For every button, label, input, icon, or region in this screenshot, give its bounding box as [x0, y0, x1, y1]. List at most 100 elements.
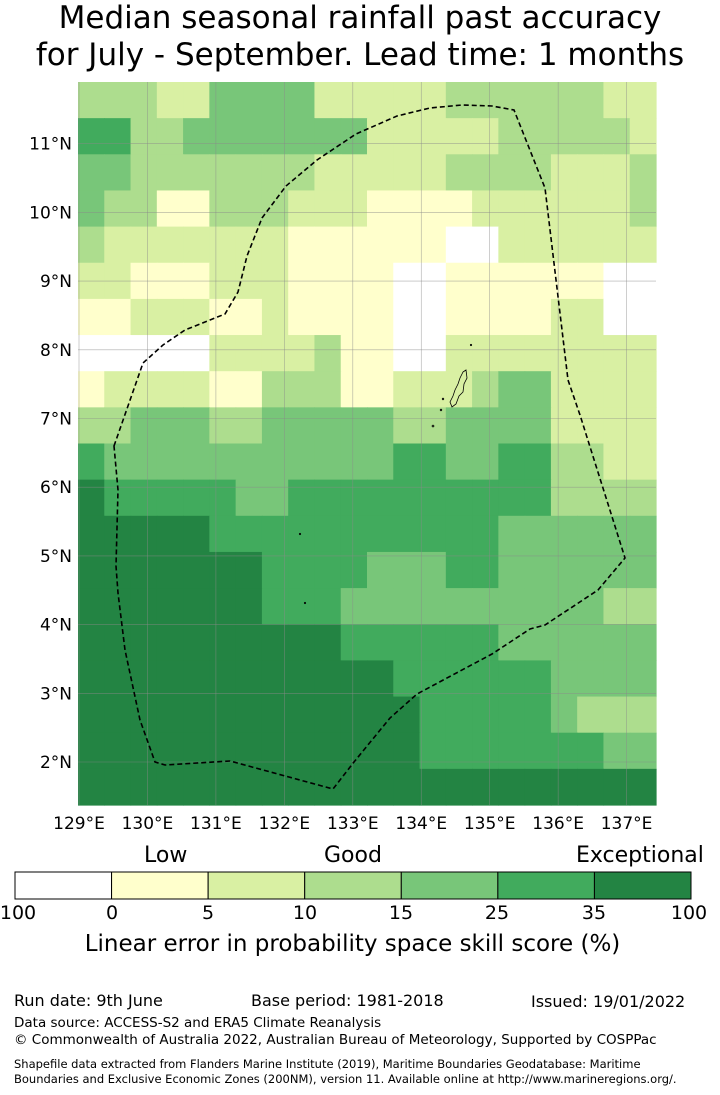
skill-cell: [577, 82, 605, 119]
skill-cell: [104, 298, 132, 336]
skill-cell: [261, 768, 289, 806]
skill-cell: [156, 335, 184, 372]
skill-cell: [577, 154, 605, 192]
skill-cell: [498, 479, 526, 517]
skill-cell: [629, 298, 657, 336]
skill-cell: [629, 479, 657, 517]
skill-cell: [629, 732, 657, 770]
skill-cell: [235, 768, 263, 806]
skill-cell: [524, 624, 552, 661]
skill-cell: [78, 82, 105, 119]
skill-cell: [472, 190, 499, 228]
run-date: Run date: 9th June: [14, 991, 163, 1010]
latitude-labels: 2°N 3°N 4°N 5°N 6°N 7°N 8°N 9°N 10°N 11°N: [29, 135, 72, 773]
skill-cell: [445, 768, 473, 806]
skill-cell: [419, 335, 447, 372]
skill-cell: [393, 768, 421, 806]
skill-cell: [183, 154, 210, 192]
colorbar-segment: [207, 871, 306, 900]
skill-cell: [393, 226, 421, 264]
skill-cell: [367, 588, 394, 625]
skill-cell: [235, 515, 263, 553]
skill-cell: [629, 515, 657, 553]
skill-cell: [314, 82, 342, 119]
skill-cell: [235, 732, 263, 770]
babeldaob-island: [449, 369, 468, 408]
skill-cell: [524, 515, 552, 553]
colorbar-segment: [497, 871, 595, 900]
skill-cell: [78, 551, 105, 589]
skill-cell: [183, 82, 210, 119]
skill-cell: [393, 660, 421, 698]
skill-cell: [577, 660, 605, 698]
skill-cell: [393, 298, 421, 336]
skill-cell: [367, 118, 394, 155]
skill-cell: [419, 660, 447, 698]
skill-cell: [629, 443, 657, 481]
skill-cell: [629, 660, 657, 698]
longitude-tick-label: 132°E: [258, 814, 310, 834]
skill-cell: [78, 190, 105, 228]
skill-cell: [340, 335, 368, 372]
skill-cell: [550, 551, 578, 589]
skill-cell: [183, 551, 210, 589]
skill-cell: [472, 407, 499, 445]
skill-cell: [130, 624, 158, 661]
skill-cell: [419, 226, 447, 264]
latitude-tick-label: 9°N: [40, 272, 72, 292]
colorbar-segment: [304, 871, 402, 900]
skill-cell: [445, 190, 473, 228]
skill-cell: [367, 551, 394, 589]
longitude-tick-label: 135°E: [464, 814, 516, 834]
skill-cell: [393, 154, 421, 192]
skill-cell: [524, 551, 552, 589]
skill-cell: [367, 190, 394, 228]
skill-cell: [183, 479, 210, 517]
skill-cell: [130, 443, 158, 481]
skill-cell: [367, 371, 394, 408]
longitude-tick-label: 131°E: [190, 814, 242, 834]
skill-cell: [104, 335, 132, 372]
skill-cell: [603, 335, 631, 372]
skill-cell: [130, 154, 158, 192]
skill-cell: [78, 371, 105, 408]
skill-cell: [419, 732, 447, 770]
skill-cell: [340, 371, 368, 408]
skill-cell: [629, 768, 657, 806]
skill-cell: [445, 82, 473, 119]
skill-cell: [603, 660, 631, 698]
skill-cell: [235, 154, 263, 192]
skill-cell: [629, 154, 657, 192]
colorbar-axis-label: Linear error in probability space skill …: [84, 931, 621, 957]
skill-cell: [367, 732, 394, 770]
skill-cell: [445, 154, 473, 192]
shapefile-line-2: Boundaries and Exclusive Economic Zones …: [14, 1072, 677, 1086]
skill-cell: [445, 407, 473, 445]
longitude-tick-label: 130°E: [122, 814, 174, 834]
skill-cell: [288, 443, 316, 481]
skill-cell: [261, 154, 289, 192]
skill-cell: [445, 551, 473, 589]
skill-cell: [498, 371, 526, 408]
latitude-tick-label: 6°N: [40, 478, 72, 498]
skill-cell: [524, 118, 552, 155]
skill-cell: [629, 335, 657, 372]
skill-cell: [445, 118, 473, 155]
skill-cell: [104, 82, 132, 119]
skill-cell: [393, 118, 421, 155]
latitude-tick-label: 5°N: [40, 547, 72, 567]
skill-cell: [603, 732, 631, 770]
skill-cell: [393, 479, 421, 517]
skill-cell: [367, 407, 394, 445]
skill-cell: [314, 479, 342, 517]
skill-cell: [209, 443, 237, 481]
skill-cell: [340, 298, 368, 336]
skill-cell: [288, 515, 316, 553]
skill-cell: [340, 551, 368, 589]
skill-cell: [156, 371, 184, 408]
copyright: © Commonwealth of Australia 2022, Austra…: [14, 1032, 657, 1048]
skill-cell: [183, 407, 210, 445]
skill-cell: [261, 588, 289, 625]
skill-cell: [472, 732, 499, 770]
skill-cell: [367, 226, 394, 264]
